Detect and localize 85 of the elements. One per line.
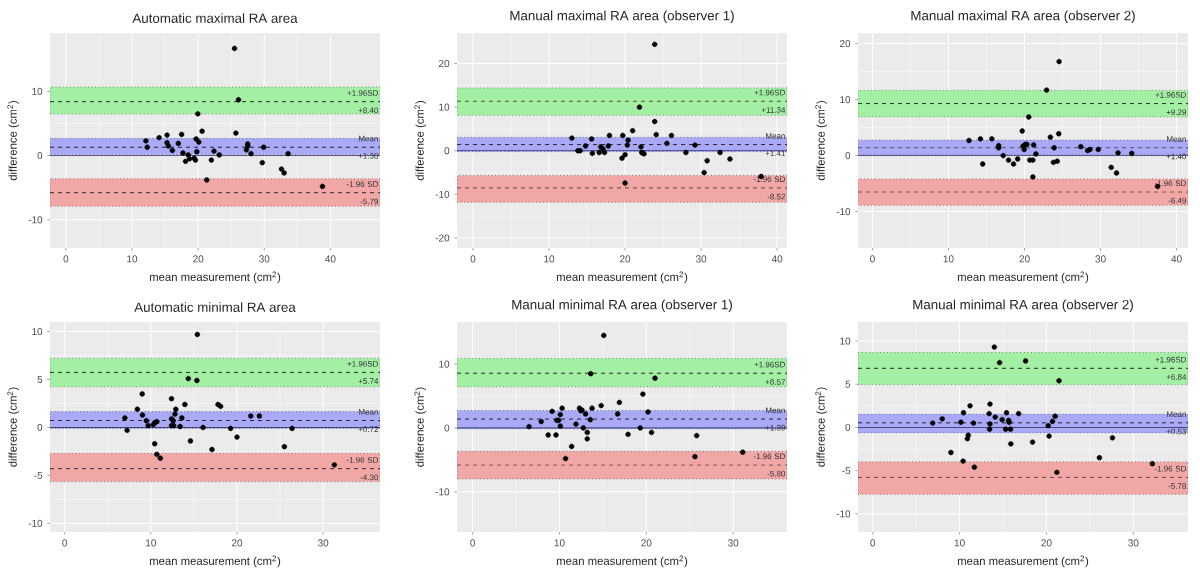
text: Mean +0.53 bbox=[1166, 411, 1187, 435]
y-tick-label: -10 bbox=[28, 519, 43, 527]
y-tick-label: -10 bbox=[435, 488, 450, 496]
text: Mean +0.72 bbox=[358, 409, 379, 433]
x-tick-label: 0 bbox=[870, 539, 876, 547]
y-axis-title: difference (cm$^{2}$) bbox=[414, 387, 427, 467]
y-tick-label: 10 bbox=[439, 103, 450, 111]
x-tick-label: 40 bbox=[771, 255, 783, 263]
y-axis-title: difference (cm$^{2}$) bbox=[815, 100, 828, 181]
text: +1.96SD +11.34 bbox=[754, 89, 786, 113]
x-tick-label: 20 bbox=[193, 255, 204, 263]
x-tick-label: 10 bbox=[554, 539, 565, 547]
y-axis-title: difference (cm$^{2}$) bbox=[7, 387, 20, 467]
x-tick-label: 10 bbox=[943, 255, 954, 263]
x-axis-title: mean measurement (cm$^{2}$) bbox=[957, 555, 1089, 568]
y-tick-label: 10 bbox=[840, 337, 851, 345]
y-tick-label: 20 bbox=[439, 59, 450, 68]
x-tick-label: 0 bbox=[62, 539, 68, 547]
y-tick-label: 10 bbox=[439, 360, 450, 368]
y-tick-label: -5 bbox=[842, 467, 851, 475]
y-axis-title: difference (cm$^{2}$) bbox=[7, 100, 20, 181]
x-axis-title: mean measurement (cm$^{2}$) bbox=[556, 555, 688, 568]
chart-title: Automatic minimal RA area bbox=[134, 302, 296, 312]
x-axis-title: mean measurement (cm$^{2}$) bbox=[149, 271, 281, 284]
text: +1.96SD +8.40 bbox=[347, 90, 379, 114]
y-tick-label: 20 bbox=[840, 40, 851, 48]
y-tick-label: -20 bbox=[435, 234, 450, 242]
text: -1.96 SD -8.52 bbox=[753, 176, 786, 200]
x-tick-label: 40 bbox=[325, 255, 336, 263]
text: -1.96 SD -5.79 bbox=[346, 181, 379, 205]
chart-title: Automatic maximal RA area bbox=[132, 13, 298, 23]
y-tick-label: -10 bbox=[836, 208, 851, 216]
y-tick-label: 0 bbox=[444, 424, 450, 432]
x-tick-label: 40 bbox=[1171, 255, 1182, 263]
chart-title: Manual maximal RA area (observer 1) bbox=[510, 10, 734, 23]
text: -1.96 SD -5.78 bbox=[1154, 465, 1187, 489]
y-tick-label: 0 bbox=[845, 152, 851, 160]
x-tick-label: 20 bbox=[1019, 255, 1030, 263]
y-tick-label: 5 bbox=[37, 376, 43, 384]
y-tick-label: -10 bbox=[28, 216, 43, 224]
x-tick-label: 20 bbox=[619, 255, 631, 263]
y-tick-label: 0 bbox=[444, 147, 450, 155]
y-tick-label: 0 bbox=[37, 423, 43, 432]
x-tick-label: 20 bbox=[641, 539, 652, 547]
y-axis-title: difference (cm$^{2}$) bbox=[815, 387, 828, 467]
x-tick-label: 0 bbox=[870, 255, 875, 263]
x-tick-label: 0 bbox=[470, 255, 476, 263]
text: -1.96 SD -5.80 bbox=[753, 453, 786, 477]
text: +1.96SD +6.84 bbox=[1155, 356, 1187, 380]
x-tick-label: 30 bbox=[1095, 255, 1106, 263]
y-tick-label: 10 bbox=[840, 96, 851, 104]
x-tick-label: 20 bbox=[231, 539, 243, 547]
chart-title: Manual minimal RA area (observer 2) bbox=[913, 299, 1133, 312]
y-tick-label: 0 bbox=[845, 423, 851, 431]
x-tick-label: 10 bbox=[954, 539, 965, 547]
x-axis-title: mean measurement (cm$^{2}$) bbox=[957, 271, 1089, 284]
text: Mean +1.41 bbox=[765, 133, 786, 157]
x-tick-label: 30 bbox=[1128, 539, 1139, 547]
x-tick-label: 10 bbox=[544, 255, 555, 263]
x-tick-label: 0 bbox=[63, 255, 69, 263]
x-axis-title: mean measurement (cm$^{2}$) bbox=[149, 555, 281, 568]
x-axis-title: mean measurement (cm$^{2}$) bbox=[556, 271, 688, 284]
y-tick-label: 5 bbox=[845, 380, 851, 388]
x-tick-label: 10 bbox=[127, 255, 138, 263]
y-tick-label: 0 bbox=[37, 152, 43, 160]
x-tick-label: 30 bbox=[727, 539, 739, 547]
text: -1.96 SD -4.30 bbox=[346, 457, 379, 481]
text: +1.96SD +9.29 bbox=[1155, 92, 1187, 116]
text: -1.96 SD -6.49 bbox=[1154, 180, 1187, 204]
x-tick-label: 20 bbox=[1041, 539, 1052, 547]
y-tick-label: -10 bbox=[435, 190, 450, 198]
text: +1.96SD +5.74 bbox=[347, 360, 379, 384]
x-tick-label: 0 bbox=[470, 539, 476, 547]
x-tick-label: 30 bbox=[695, 255, 707, 263]
x-tick-label: 30 bbox=[259, 255, 270, 263]
y-axis-title: difference (cm$^{2}$) bbox=[414, 100, 427, 181]
text: +1.96SD +8.57 bbox=[754, 361, 786, 385]
y-tick-label: -5 bbox=[34, 471, 43, 479]
x-tick-label: 30 bbox=[317, 539, 329, 547]
y-tick-label: 10 bbox=[32, 87, 43, 95]
x-tick-label: 10 bbox=[146, 539, 156, 547]
chart-title: Manual maximal RA area (observer 2) bbox=[911, 10, 1135, 23]
y-tick-label: 10 bbox=[32, 328, 43, 336]
chart-title: Manual minimal RA area (observer 1) bbox=[512, 299, 732, 312]
y-tick-label: -10 bbox=[836, 510, 851, 518]
